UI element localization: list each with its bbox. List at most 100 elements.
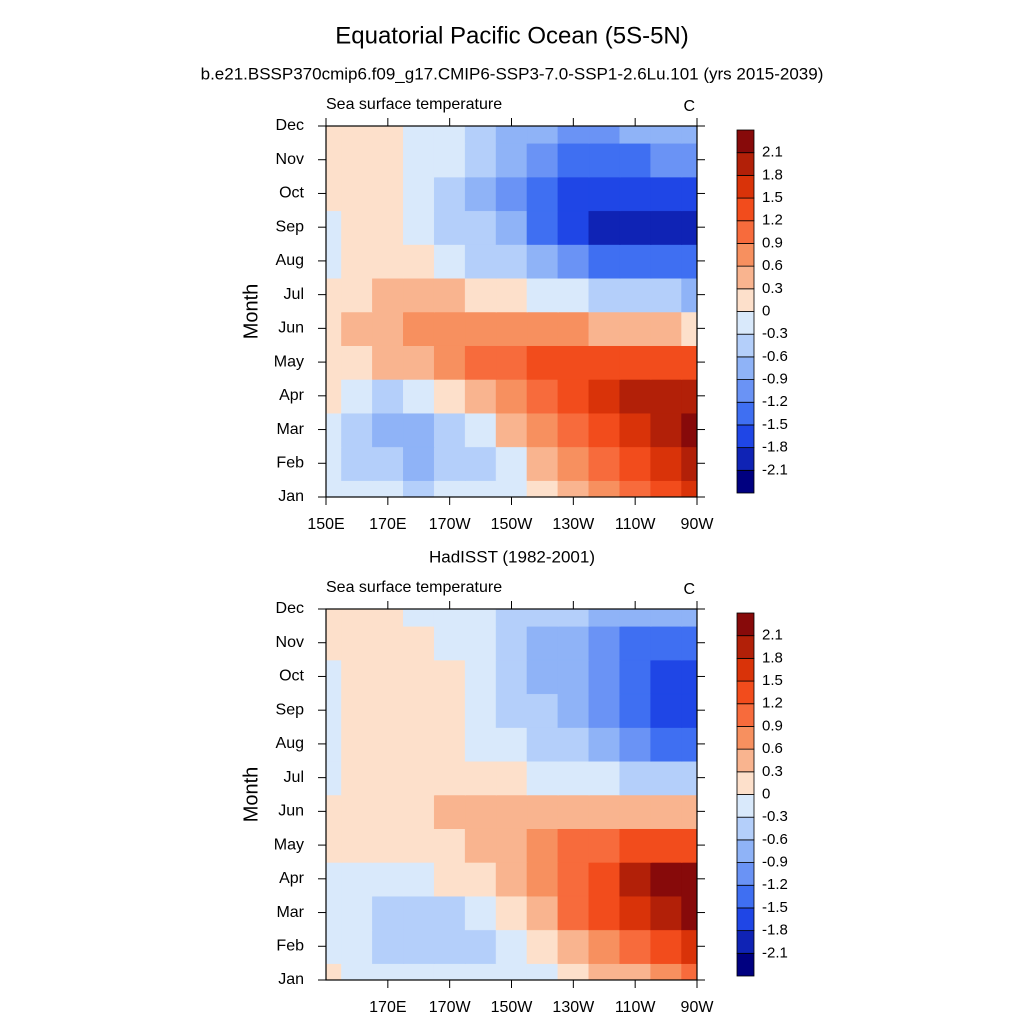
cell <box>464 479 497 497</box>
cell <box>557 693 590 728</box>
colorbar-box <box>736 839 755 863</box>
cell <box>557 344 590 380</box>
cell <box>495 827 528 863</box>
cell <box>557 126 590 144</box>
right-label: C <box>683 98 695 115</box>
x-tick-label: 170E <box>369 516 406 533</box>
cell <box>495 378 528 414</box>
cell <box>588 176 621 212</box>
cell <box>433 412 466 448</box>
cell <box>526 311 559 346</box>
colorbar-box <box>736 469 755 494</box>
cell <box>557 378 590 414</box>
colorbar-label: 0.6 <box>762 257 783 274</box>
cell <box>433 693 466 728</box>
cell <box>403 412 435 448</box>
cell <box>557 311 590 346</box>
cell <box>681 311 697 346</box>
cell <box>557 142 590 178</box>
cell <box>619 176 652 212</box>
cell <box>372 609 405 627</box>
cell <box>495 142 528 178</box>
cell <box>372 693 405 728</box>
cell <box>403 962 435 980</box>
cell <box>464 210 497 245</box>
cell <box>464 176 497 212</box>
cell <box>433 760 466 796</box>
cell <box>619 929 652 964</box>
cell <box>464 794 497 829</box>
cell <box>588 726 621 762</box>
colorbar-box <box>736 884 755 909</box>
cell <box>433 929 466 964</box>
cell <box>341 243 374 279</box>
cell <box>526 446 559 481</box>
cell <box>650 126 683 144</box>
y-tick-label: Jun <box>278 803 304 820</box>
cell <box>526 126 559 144</box>
cell <box>341 929 374 964</box>
cell <box>681 446 697 481</box>
cell <box>464 760 497 796</box>
cell <box>619 659 652 695</box>
colorbar-box <box>736 265 755 290</box>
cell <box>650 378 683 414</box>
colorbar-box <box>736 748 755 773</box>
colorbar-box <box>736 174 755 199</box>
y-tick-label: Nov <box>276 634 304 651</box>
cell <box>495 693 528 728</box>
cell <box>341 176 374 212</box>
cell <box>557 243 590 279</box>
cell <box>619 726 652 762</box>
cell <box>433 446 466 481</box>
x-tick-label: 150W <box>491 999 534 1016</box>
cell <box>464 861 497 897</box>
colorbar-label: 1.5 <box>762 672 783 689</box>
x-tick-label: 110W <box>615 999 657 1016</box>
cell <box>619 861 652 897</box>
cell <box>681 827 697 863</box>
panel: b.e21.BSSP370cmip6.f09_g17.CMIP6-SSP3-7.… <box>201 64 824 533</box>
cell <box>557 479 590 497</box>
cell <box>403 277 435 313</box>
cell <box>341 210 374 245</box>
cell <box>433 378 466 414</box>
page-title: Equatorial Pacific Ocean (5S-5N) <box>335 22 688 49</box>
cell <box>619 693 652 728</box>
cell <box>341 827 374 863</box>
cell <box>650 142 683 178</box>
colorbar-label: -1.2 <box>762 876 788 893</box>
y-tick-label: Jan <box>278 488 304 505</box>
cell <box>619 344 652 380</box>
cell <box>495 659 528 695</box>
cell <box>403 344 435 380</box>
cell <box>650 344 683 380</box>
cell <box>326 176 343 212</box>
x-tick-label: 150W <box>491 516 534 533</box>
cell <box>326 142 343 178</box>
cell <box>526 962 559 980</box>
colorbar-box <box>736 243 755 267</box>
x-tick-label: 150E <box>307 516 344 533</box>
cell <box>588 378 621 414</box>
cell <box>433 479 466 497</box>
cell <box>326 344 343 380</box>
cell <box>433 210 466 245</box>
y-tick-label: Aug <box>276 735 304 752</box>
cell <box>341 344 374 380</box>
cell <box>326 126 343 144</box>
colorbar-box <box>736 356 755 380</box>
panel: HadISST (1982-2001) Jan Feb Mar Apr May Jun Jul… <box>240 547 788 1016</box>
cell <box>341 378 374 414</box>
cell <box>650 446 683 481</box>
cell <box>619 794 652 829</box>
cell <box>619 962 652 980</box>
cell <box>464 693 497 728</box>
y-tick-label: Mar <box>276 421 304 438</box>
cell <box>464 659 497 695</box>
cell <box>619 446 652 481</box>
cell <box>650 277 683 313</box>
y-tick-label: May <box>274 353 304 370</box>
cell <box>433 895 466 931</box>
